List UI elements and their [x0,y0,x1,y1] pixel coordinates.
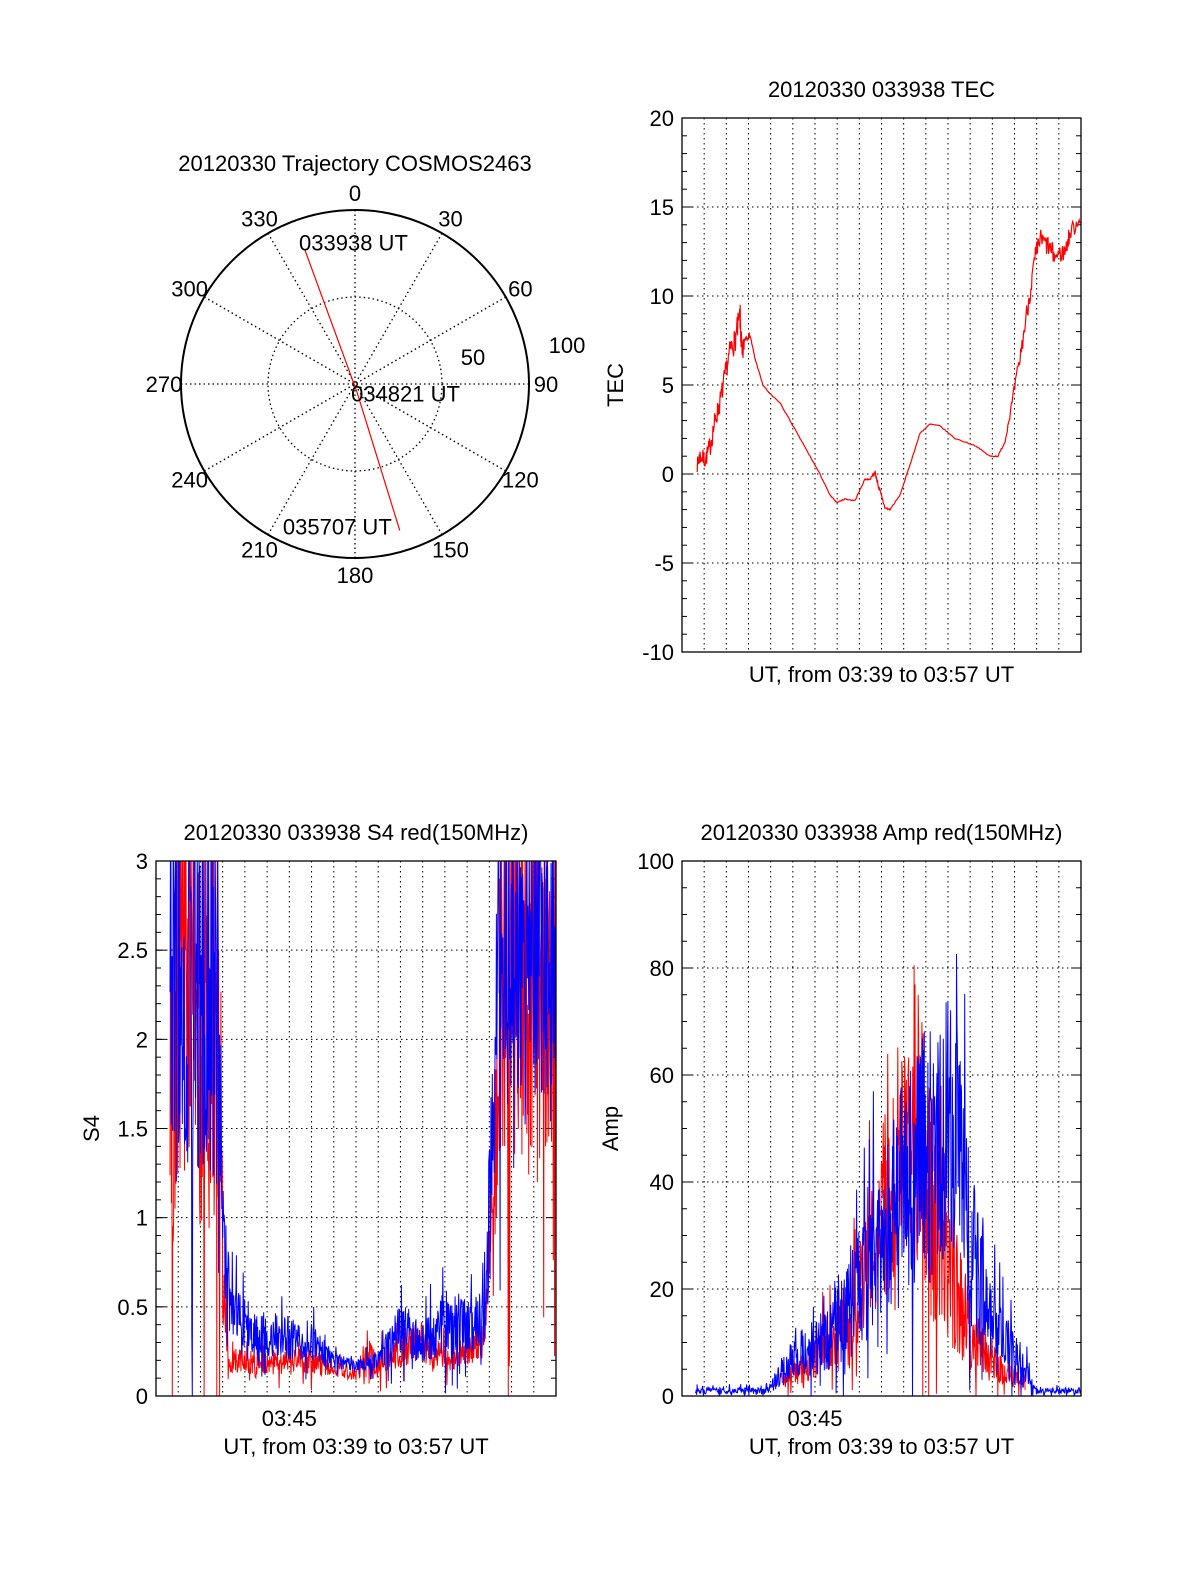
azimuth-label: 60 [508,277,532,302]
plot-frame [155,860,557,1397]
y-tick-label: 0 [662,462,674,487]
trajectory-time-label: 035707 UT [283,514,392,539]
chart-title: 20120330 033938 S4 red(150MHz) [184,820,529,845]
azimuth-label: 150 [432,537,469,562]
y-tick-label: 0 [662,1384,674,1409]
trajectory-time-label: 034821 UT [351,381,460,406]
y-axis-label: S4 [79,1115,104,1142]
y-tick-label: 2.5 [117,938,148,963]
y-axis-label: Amp [598,1106,623,1151]
plot-frame [681,860,1082,1397]
y-tick-label: 40 [650,1170,674,1195]
azimuth-label: 120 [502,468,539,493]
azimuth-label: 30 [438,207,462,232]
tec-series-line [696,217,1081,512]
y-tick-label: -5 [654,551,674,576]
y-tick-label: 1.5 [117,1117,148,1142]
x-axis-label: UT, from 03:39 to 03:57 UT [749,1434,1014,1459]
y-tick-label: -10 [642,640,674,665]
azimuth-label: 300 [171,277,208,302]
plot-area [694,953,1081,1396]
chart-title: 20120330 Trajectory COSMOS2463 [178,151,531,176]
azimuth-label: 240 [171,468,208,493]
y-tick-label: 10 [650,284,674,309]
y-tick-label: 0 [136,1384,148,1409]
y-tick-label: 0.5 [117,1295,148,1320]
chart-tec: 20120330 033938 TEC -10 -5 0 5 10 15 20 UT, from… [603,77,1082,687]
x-axis-label: UT, from 03:39 to 03:57 UT [223,1434,488,1459]
y-axis-label: TEC [603,363,628,407]
y-tick-label: 1 [136,1206,148,1231]
azimuth-label: 0 [349,181,361,206]
trajectory-time-label: 033938 UT [299,230,408,255]
plot-area [696,217,1081,512]
y-tick-label: 100 [637,849,674,874]
radial-label: 100 [549,333,586,358]
blue-series-line [169,861,556,1396]
plot-frame [681,117,1082,653]
chart-title: 20120330 033938 Amp red(150MHz) [700,820,1062,845]
y-tick-label: 20 [650,106,674,131]
trajectory-line [304,250,401,531]
y-tick-label: 2 [136,1027,148,1052]
chart-title: 20120330 033938 TEC [768,77,995,102]
y-tick-label: 20 [650,1277,674,1302]
radial-label: 50 [461,345,485,370]
y-tick-label: 3 [136,849,148,874]
azimuth-label: 270 [146,372,183,397]
plot-area [169,861,556,1396]
x-tick-label: 03:45 [787,1406,842,1431]
blue-series-line [694,953,1081,1396]
chart-amp: 20120330 033938 Amp red(150MHz) 0 20 40 60 80… [598,820,1082,1459]
polar-trajectory-chart: 20120330 Trajectory COSMOS2463 0 30 60 90 120… [146,151,586,588]
chart-s4: 20120330 033938 S4 red(150MHz) 0 0.5 1 1.5 2 2… [79,820,557,1459]
x-tick-label: 03:45 [262,1406,317,1431]
azimuth-label: 180 [337,563,374,588]
azimuth-label: 210 [241,537,278,562]
y-tick-label: 80 [650,956,674,981]
y-tick-label: 5 [662,373,674,398]
x-axis-label: UT, from 03:39 to 03:57 UT [749,662,1014,687]
y-tick-label: 60 [650,1063,674,1088]
azimuth-label: 90 [534,372,558,397]
azimuth-label: 330 [241,207,278,232]
y-tick-label: 15 [650,195,674,220]
